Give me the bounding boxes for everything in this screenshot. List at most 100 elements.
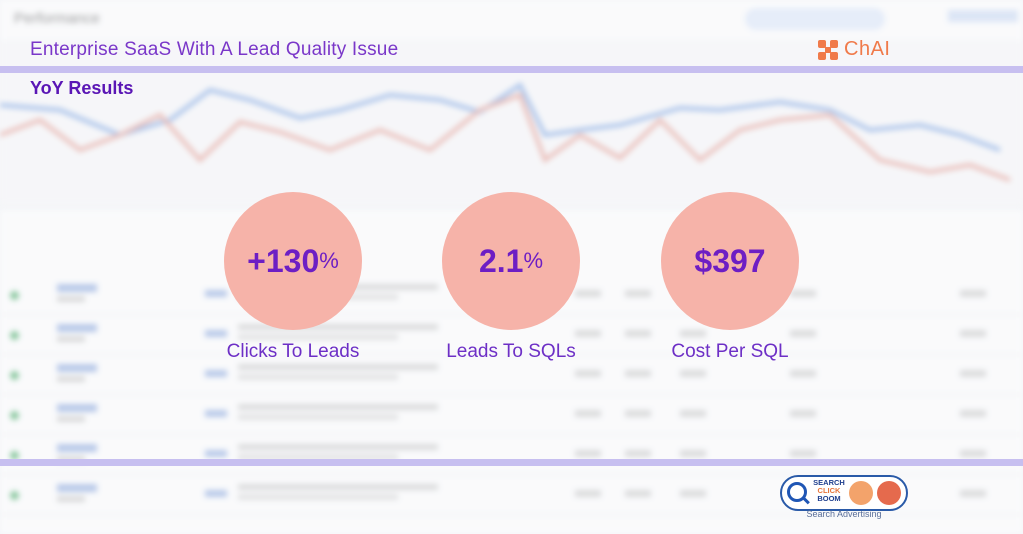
background-cell <box>960 290 986 297</box>
background-topbar: Performance <box>0 0 1023 40</box>
background-cell <box>625 410 651 417</box>
chai-logo: ChAI <box>817 38 890 61</box>
background-cell <box>575 490 601 497</box>
background-cell <box>625 450 651 457</box>
background-cell <box>57 296 85 302</box>
background-cell <box>57 484 97 492</box>
chai-logo-icon <box>818 39 838 60</box>
background-cell <box>680 450 706 457</box>
metric-unit: % <box>523 248 544 273</box>
background-chart-svg <box>0 82 1011 182</box>
background-cell <box>575 290 601 297</box>
background-cell <box>575 330 601 337</box>
background-link <box>948 10 1018 22</box>
background-cell <box>238 444 438 450</box>
metric-circle-leads-to-sqls: 2.1% <box>442 192 580 330</box>
metric-unit: % <box>319 248 339 273</box>
background-cell <box>960 410 986 417</box>
background-cell <box>57 376 85 382</box>
background-cell <box>960 330 986 337</box>
metric-circle-clicks-to-leads: +130% <box>224 192 362 330</box>
background-cell <box>625 330 651 337</box>
background-cell <box>625 290 651 297</box>
metric-value: +130 <box>247 242 320 279</box>
background-page-title: Performance <box>14 10 100 27</box>
magnifier-handle-icon <box>802 496 810 505</box>
logo-line-3: BOOM <box>817 494 841 503</box>
background-cell <box>205 450 227 457</box>
background-cell <box>205 410 227 417</box>
logo-line-1: SEARCH <box>813 478 845 487</box>
background-cell <box>57 324 97 332</box>
background-cell <box>57 496 85 502</box>
logo-line-2: CLICK <box>817 486 841 495</box>
background-cell <box>790 450 816 457</box>
background-cell <box>238 324 438 330</box>
background-cell <box>680 410 706 417</box>
headline: Enterprise SaaS With A Lead Quality Issu… <box>30 39 399 60</box>
background-cell <box>238 454 398 460</box>
background-cell <box>57 444 97 452</box>
metric-caption-clicks-to-leads: Clicks To Leads <box>226 341 360 362</box>
chai-logo-text: ChAI <box>844 38 891 60</box>
background-cell <box>238 484 438 490</box>
background-cell <box>575 410 601 417</box>
background-cell <box>205 330 227 337</box>
metric-value: $397 <box>694 242 766 279</box>
background-cell <box>680 330 706 337</box>
background-cell <box>238 494 398 500</box>
background-cell <box>238 364 438 370</box>
background-red-line <box>0 92 1011 182</box>
background-cell <box>625 490 651 497</box>
magnifier-icon <box>787 482 807 502</box>
background-blue-line <box>0 82 1001 152</box>
background-cell <box>790 410 816 417</box>
background-cell <box>238 334 398 340</box>
background-cell <box>680 370 706 377</box>
background-cell <box>790 290 816 297</box>
background-cell <box>205 290 227 297</box>
metric-circle-cost-per-sql: $397 <box>661 192 799 330</box>
background-line-chart <box>0 40 1023 205</box>
background-cell <box>57 336 85 342</box>
background-cell <box>960 490 986 497</box>
background-cell <box>625 370 651 377</box>
background-cell <box>57 364 97 372</box>
background-row <box>0 396 1023 435</box>
background-row <box>0 436 1023 475</box>
background-cell <box>960 450 986 457</box>
metric-value: 2.1 <box>478 242 524 279</box>
top-accent-band <box>0 66 1023 73</box>
background-cell <box>680 490 706 497</box>
bottom-accent-band <box>0 459 1023 466</box>
background-cell <box>205 490 227 497</box>
boom-badge-icon <box>877 481 901 505</box>
background-cell <box>790 370 816 377</box>
cursor-badge-icon <box>849 481 873 505</box>
status-dot <box>10 371 19 380</box>
background-cell <box>790 330 816 337</box>
background-cell <box>57 416 85 422</box>
background-cell <box>575 370 601 377</box>
background-cell <box>57 284 97 292</box>
background-cell <box>575 450 601 457</box>
metric-caption-cost-per-sql: Cost Per SQL <box>671 341 789 362</box>
metric-caption-leads-to-sqls: Leads To SQLs <box>446 341 576 362</box>
status-dot <box>10 411 19 420</box>
status-dot <box>10 491 19 500</box>
background-cell <box>238 414 398 420</box>
background-cell <box>57 404 97 412</box>
background-row <box>0 316 1023 355</box>
background-cell <box>960 370 986 377</box>
background-row <box>0 356 1023 395</box>
background-cell <box>238 374 398 380</box>
background-cell <box>205 370 227 377</box>
search-click-boom-logo: SEARCH CLICK BOOM <box>780 475 908 511</box>
logo-wordmark: SEARCH CLICK BOOM <box>812 479 846 503</box>
status-dot <box>10 451 19 460</box>
background-cell <box>238 404 438 410</box>
background-search-pill <box>745 8 885 30</box>
logo-tagline: Search Advertising <box>806 509 882 519</box>
status-dot <box>10 291 19 300</box>
subhead: YoY Results <box>30 78 134 98</box>
